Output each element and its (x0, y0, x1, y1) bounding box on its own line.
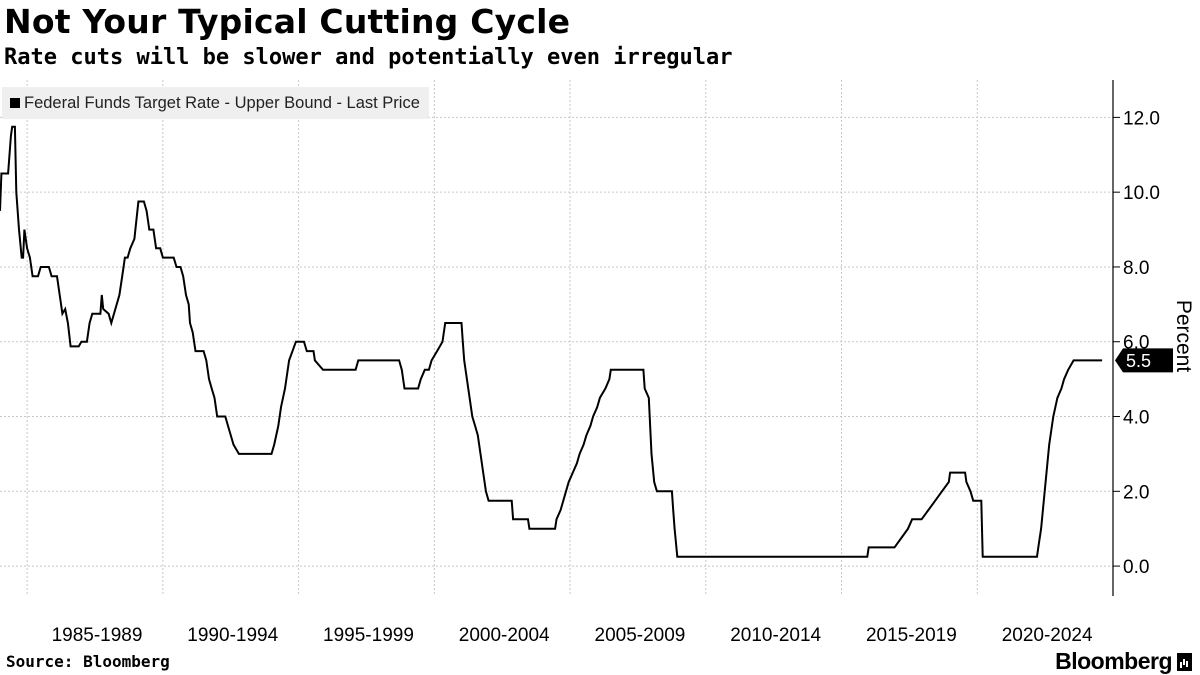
y-tick-label: 10.0 (1123, 183, 1160, 204)
legend-swatch (10, 98, 20, 108)
last-value-label: 5.5 (1126, 351, 1151, 371)
x-tick-label: 2015-2019 (866, 625, 957, 646)
y-tick-label: 12.0 (1123, 108, 1160, 129)
y-tick-label: 0.0 (1123, 557, 1149, 578)
y-tick-label: 4.0 (1123, 408, 1149, 429)
bloomberg-logo: Bloomberg (1055, 648, 1192, 675)
y-tick-label: 2.0 (1123, 482, 1149, 503)
x-tick-label: 2010-2014 (730, 625, 821, 646)
source-note: Source: Bloomberg (6, 652, 170, 671)
brand-name: Bloomberg (1055, 648, 1172, 674)
last-value-badge (1115, 348, 1173, 373)
y-tick-label: 8.0 (1123, 258, 1149, 279)
legend-label: Federal Funds Target Rate - Upper Bound … (24, 93, 420, 112)
y-axis-title: Percent (1172, 300, 1195, 373)
chart-legend: Federal Funds Target Rate - Upper Bound … (2, 87, 429, 119)
x-tick-label: 2000-2004 (459, 625, 550, 646)
bloomberg-terminal-icon (1177, 652, 1192, 671)
x-tick-label: 1995-1999 (323, 625, 414, 646)
series-line (0, 125, 1103, 558)
x-tick-label: 1990-1994 (187, 625, 278, 646)
chart-title: Not Your Typical Cutting Cycle (4, 2, 571, 41)
x-tick-label: 2005-2009 (595, 625, 686, 646)
chart-subtitle: Rate cuts will be slower and potentially… (4, 45, 733, 70)
x-tick-label: 1985-1989 (52, 625, 143, 646)
x-tick-label: 2020-2024 (1002, 625, 1093, 646)
